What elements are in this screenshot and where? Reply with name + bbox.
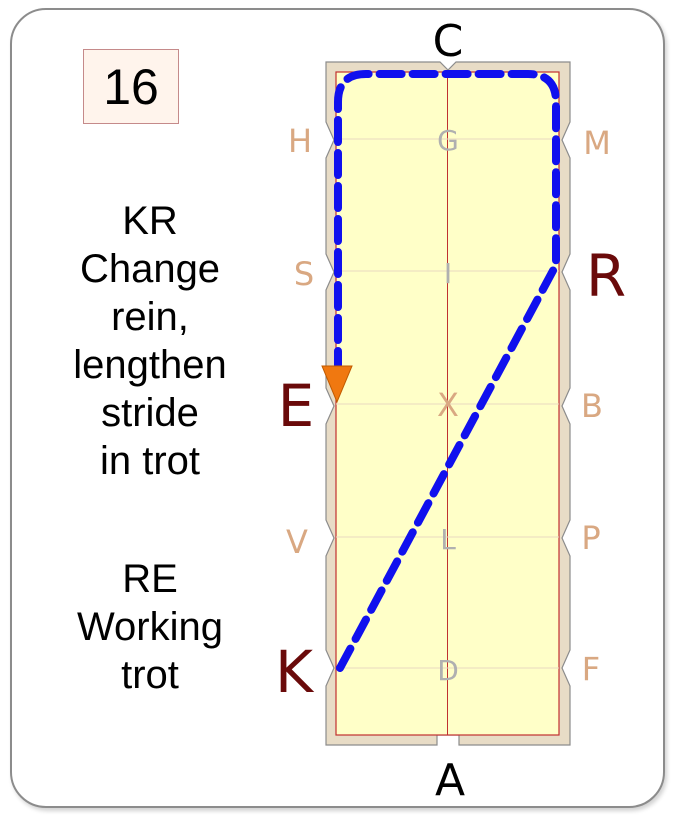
instruction-line: Change — [79, 247, 221, 291]
direction-arrow-icon — [321, 365, 353, 404]
letter-h: H — [288, 122, 312, 160]
letter-r: R — [586, 242, 626, 310]
letter-v: V — [286, 523, 308, 561]
letter-i: I — [444, 257, 452, 290]
instruction-line: RE — [122, 557, 178, 601]
letter-c: C — [433, 16, 464, 67]
letter-a: A — [435, 755, 465, 806]
instruction-line: lengthen — [73, 343, 227, 387]
letter-p: P — [581, 519, 600, 557]
letter-b: B — [581, 387, 603, 425]
letter-m: M — [583, 124, 611, 162]
instruction-line: trot — [121, 653, 179, 697]
test-number-box: 16 — [83, 49, 179, 124]
cross-guide-lines — [336, 138, 559, 669]
letter-g: G — [437, 124, 459, 157]
riding-path — [334, 70, 560, 672]
instruction-line: KR — [122, 199, 178, 243]
instruction-block-2: RE Working trot — [40, 555, 260, 699]
letter-s: S — [294, 255, 314, 293]
letter-e: E — [278, 372, 315, 440]
test-number: 16 — [103, 58, 159, 115]
instruction-block-1: KR Change rein, lengthen stride in trot — [40, 197, 260, 485]
letter-l: L — [440, 523, 456, 556]
instruction-line: rein, — [111, 295, 189, 339]
letter-d: D — [437, 654, 459, 687]
letter-k: K — [275, 638, 315, 706]
letter-x: X — [437, 386, 459, 424]
instruction-line: in trot — [99, 439, 201, 483]
instruction-line: Working — [77, 605, 223, 649]
instruction-line: stride — [101, 391, 199, 435]
letter-f: F — [582, 650, 600, 688]
